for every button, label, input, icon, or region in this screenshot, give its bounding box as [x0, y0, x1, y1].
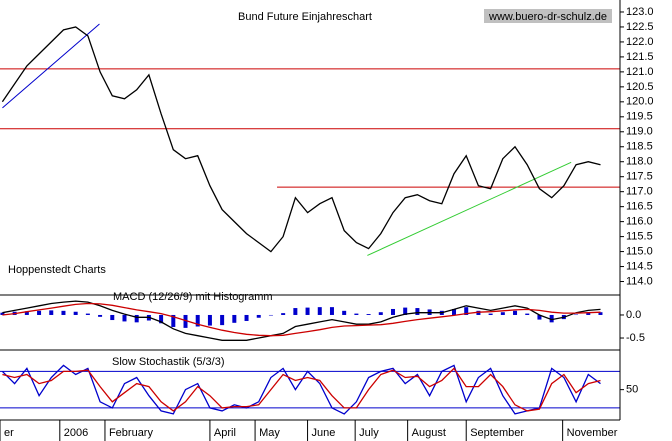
x-tick-label: August: [412, 427, 446, 439]
histogram-bar: [268, 314, 273, 316]
y-tick-label: 114.0: [626, 275, 653, 287]
series-line: [2, 302, 601, 337]
chart-title: Bund Future Einjahreschart: [238, 11, 372, 23]
annotation: Hoppenstedt Charts: [8, 264, 106, 276]
histogram-bar: [98, 314, 103, 317]
histogram-bar: [183, 314, 188, 328]
series-line: [2, 367, 601, 412]
histogram-bar: [513, 310, 518, 315]
x-tick-label: November: [567, 427, 618, 439]
histogram-bar: [464, 307, 469, 315]
y-tick-label: 0.0: [626, 309, 641, 321]
x-tick-label: May: [259, 427, 280, 439]
y-tick-label: 50: [626, 384, 638, 396]
histogram-bar: [366, 314, 371, 315]
histogram-bar: [549, 314, 554, 323]
histogram-bar: [110, 314, 115, 321]
trend-line: [2, 23, 100, 109]
histogram-bar: [0, 312, 5, 315]
histogram-bar: [574, 314, 579, 316]
y-tick-label: -0.5: [626, 332, 645, 344]
histogram-bar: [537, 314, 542, 320]
x-tick-label: 2006: [64, 427, 88, 439]
y-tick-label: 117.0: [626, 186, 653, 198]
y-tick-label: 120.5: [626, 81, 654, 93]
histogram-bar: [415, 308, 420, 315]
histogram-bar: [586, 312, 591, 315]
y-tick-label: 122.0: [626, 36, 654, 48]
histogram-bar: [49, 310, 54, 315]
y-tick-label: 119.0: [626, 126, 653, 138]
histogram-bar: [293, 308, 298, 315]
histogram-bar: [598, 312, 603, 315]
histogram-bar: [256, 314, 261, 318]
histogram-bar: [390, 308, 395, 315]
histogram-bar: [281, 313, 286, 315]
x-tick-label: April: [214, 427, 236, 439]
y-tick-label: 115.5: [626, 231, 653, 243]
histogram-bar: [232, 314, 237, 323]
histogram-bar: [37, 310, 42, 315]
y-tick-label: 121.0: [626, 66, 654, 78]
y-tick-label: 117.5: [626, 171, 653, 183]
x-tick-label: June: [312, 427, 336, 439]
y-tick-label: 116.0: [626, 216, 653, 228]
y-tick-label: 116.5: [626, 201, 653, 213]
panel-title: Slow Stochastik (5/3/3): [112, 356, 225, 368]
y-tick-label: 123.0: [626, 6, 654, 18]
histogram-bar: [134, 314, 139, 323]
x-tick-label: July: [359, 427, 379, 439]
histogram-bar: [329, 307, 334, 315]
histogram-bar: [403, 307, 408, 315]
histogram-bar: [452, 308, 457, 315]
series-line: [1, 364, 601, 415]
y-tick-label: 121.5: [626, 51, 654, 63]
series-line: [2, 300, 601, 341]
histogram-bar: [244, 314, 249, 321]
histogram-bar: [195, 314, 200, 327]
histogram-bar: [73, 311, 78, 315]
trend-line: [367, 161, 572, 256]
histogram-bar: [488, 313, 493, 315]
y-tick-label: 122.5: [626, 21, 654, 33]
histogram-bar: [476, 310, 481, 315]
source-box: [484, 9, 612, 23]
y-tick-label: 115.0: [626, 245, 653, 257]
histogram-bar: [159, 314, 164, 324]
x-tick-label: er: [4, 427, 14, 439]
histogram-bar: [317, 307, 322, 315]
y-tick-label: 118.0: [626, 156, 653, 168]
histogram-bar: [220, 314, 225, 326]
histogram-bar: [354, 313, 359, 315]
histogram-bar: [122, 314, 127, 322]
y-tick-label: 118.5: [626, 141, 653, 153]
histogram-bar: [61, 310, 66, 315]
histogram-bar: [85, 313, 90, 315]
source: www.buero-dr-schulz.de: [488, 11, 607, 23]
histogram-bar: [500, 312, 505, 315]
series-line: [1, 26, 601, 253]
y-tick-label: 119.5: [626, 111, 653, 123]
y-tick-label: 120.0: [626, 96, 654, 108]
histogram-bar: [207, 314, 212, 326]
histogram-bar: [342, 310, 347, 315]
histogram-bar: [305, 307, 310, 315]
panel-title: MACD (12/26/9) mit Histogramm: [113, 291, 273, 303]
x-tick-label: February: [109, 427, 154, 439]
y-tick-label: 114.5: [626, 260, 653, 272]
histogram-bar: [171, 314, 176, 327]
x-tick-label: September: [470, 427, 524, 439]
histogram-bar: [24, 311, 29, 315]
histogram-bar: [525, 313, 530, 315]
histogram-bar: [378, 312, 383, 315]
